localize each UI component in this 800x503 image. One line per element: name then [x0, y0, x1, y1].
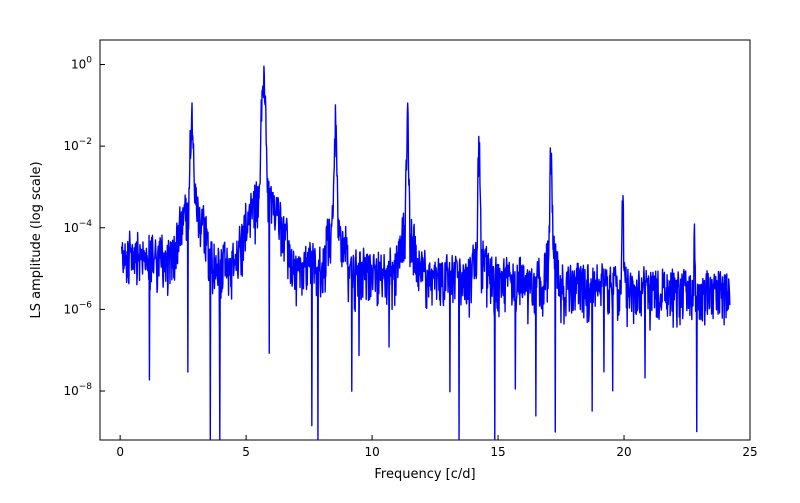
x-tick-group: 0 5 10 15 20 25	[116, 435, 757, 459]
x-tick-label: 20	[616, 445, 631, 459]
spectrum-line	[122, 66, 730, 440]
figure: 0 5 10 15 20 25 10−8 10−6 10−4 10−2 100 Frequency…	[0, 0, 800, 500]
x-tick-label: 15	[490, 445, 505, 459]
plot-border	[100, 40, 750, 440]
x-tick-label: 5	[242, 445, 250, 459]
x-axis-label: Frequency [c/d]	[374, 467, 475, 482]
y-tick-label: 10−8	[63, 382, 92, 398]
y-tick-label: 10−6	[63, 300, 92, 316]
x-tick-label: 0	[116, 445, 124, 459]
y-tick-label: 100	[71, 55, 92, 71]
y-tick-group: 10−8 10−6 10−4 10−2 100	[63, 55, 105, 398]
chart-svg: 0 5 10 15 20 25 10−8 10−6 10−4 10−2 100 Frequency…	[0, 0, 800, 500]
y-tick-label: 10−4	[63, 219, 92, 235]
y-axis-label: LS amplitude (log scale)	[29, 161, 44, 318]
x-tick-label: 25	[742, 445, 757, 459]
x-tick-label: 10	[364, 445, 379, 459]
y-tick-label: 10−2	[63, 137, 92, 153]
